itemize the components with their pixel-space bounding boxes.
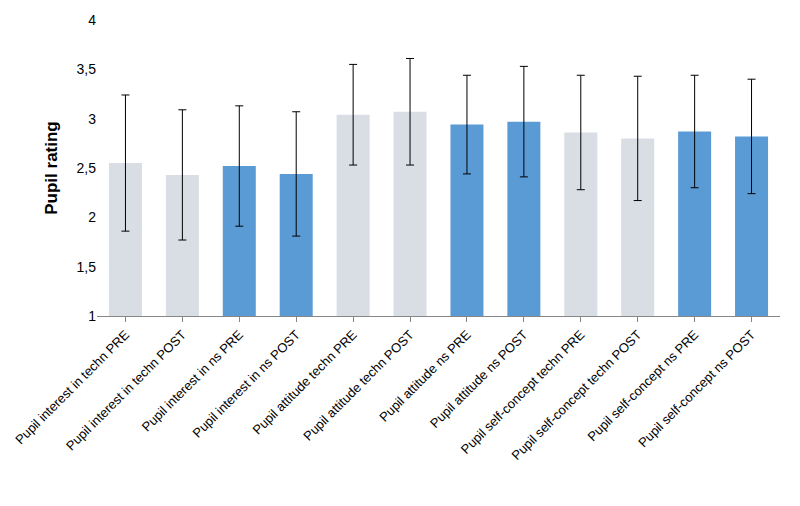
svg-text:Pupil interest in ns POST: Pupil interest in ns POST xyxy=(190,327,303,440)
svg-text:1,5: 1,5 xyxy=(77,259,97,275)
svg-text:4: 4 xyxy=(88,12,96,28)
svg-text:Pupil interest in techn PRE: Pupil interest in techn PRE xyxy=(12,327,132,447)
svg-text:3: 3 xyxy=(88,111,96,127)
svg-text:1: 1 xyxy=(88,308,96,324)
svg-text:3,5: 3,5 xyxy=(77,61,97,77)
svg-text:Pupil attitude techn POST: Pupil attitude techn POST xyxy=(300,327,416,443)
svg-text:Pupil attitude ns POST: Pupil attitude ns POST xyxy=(427,327,531,431)
svg-text:Pupil self-concept techn POST: Pupil self-concept techn POST xyxy=(509,327,645,463)
svg-text:2,5: 2,5 xyxy=(77,160,97,176)
svg-text:Pupil attitude ns PRE: Pupil attitude ns PRE xyxy=(376,327,474,425)
svg-text:Pupil self-concept techn PRE: Pupil self-concept techn PRE xyxy=(458,327,588,457)
svg-text:Pupil self-concept ns PRE: Pupil self-concept ns PRE xyxy=(584,327,701,444)
svg-text:Pupil rating: Pupil rating xyxy=(42,121,61,215)
svg-text:Pupil interest in ns PRE: Pupil interest in ns PRE xyxy=(139,327,246,434)
svg-text:2: 2 xyxy=(88,209,96,225)
svg-text:Pupil interest in techn POST: Pupil interest in techn POST xyxy=(63,327,189,453)
svg-text:Pupil self-concept ns POST: Pupil self-concept ns POST xyxy=(635,327,758,450)
svg-text:Pupil attitude techn PRE: Pupil attitude techn PRE xyxy=(250,327,360,437)
